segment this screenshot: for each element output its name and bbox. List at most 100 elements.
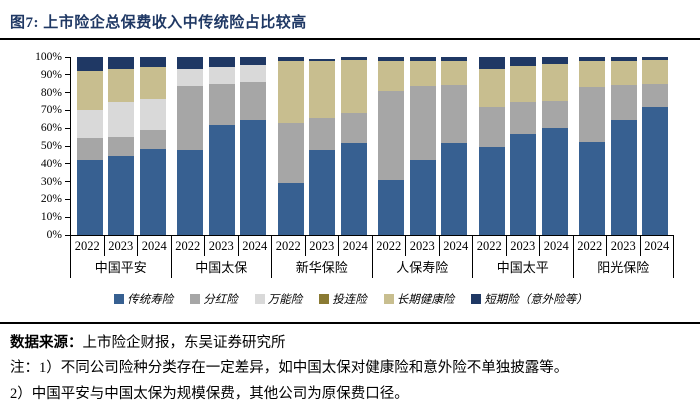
- note-2: 2）中国平安与中国太保为规模保费，其他公司为原保费口径。: [10, 385, 409, 402]
- bar-segment-short-term: [510, 57, 537, 66]
- stacked-bar: [108, 57, 135, 235]
- stacked-bar: [139, 57, 166, 235]
- y-axis-tick: [65, 216, 71, 218]
- x-axis-group: 2022 2023 2024 人保寿险: [371, 236, 473, 278]
- legend-label-traditional-life: 传统寿险: [127, 294, 174, 306]
- stacked-bar: [510, 57, 537, 235]
- x-axis-year-label: 2024: [443, 239, 469, 253]
- figure-title: 图7: 上市险企总保费收入中传统险占比较高: [10, 15, 307, 31]
- bar-segment-universal: [240, 65, 267, 82]
- bar-segment-long-term-health: [579, 61, 606, 88]
- y-axis-label: 70%: [40, 104, 62, 117]
- legend-label-participating: 分红险: [203, 294, 238, 306]
- legend-label-long-term-health: 长期健康险: [396, 294, 455, 306]
- bar-group: [71, 57, 172, 235]
- legend-item-universal: 万能险: [254, 291, 303, 307]
- bar-segment-traditional-life: [108, 155, 135, 235]
- bar-segment-traditional-life: [510, 133, 537, 235]
- stacked-bar: [277, 57, 304, 235]
- x-axis-year-label: 2023: [105, 236, 138, 256]
- stacked-bar: [378, 57, 405, 235]
- bar-segment-short-term: [409, 57, 436, 61]
- figure-header: 图7: 上市险企总保费收入中传统险占比较高: [0, 0, 700, 38]
- chart-legend: 传统寿险 分红险 万能险 投连险 长期健康险 短期险（意外险等）: [28, 291, 674, 307]
- stacked-bar-chart: 100% 90% 80% 70% 60% 50% 40% 30% 20% 10% 0% 2022 20…: [28, 51, 674, 307]
- stacked-bar: [309, 57, 336, 235]
- legend-label-universal: 万能险: [267, 294, 303, 306]
- legend-swatch-participating: [190, 294, 201, 304]
- legend-label-unit-linked: 投连险: [332, 294, 367, 306]
- bar-segment-short-term: [76, 57, 103, 72]
- y-axis-tick: [65, 163, 71, 165]
- bar-segment-participating: [541, 100, 568, 129]
- stacked-bar: [409, 57, 436, 235]
- bar-segment-long-term-health: [510, 65, 537, 103]
- bar-segment-participating: [240, 81, 267, 121]
- bar-segment-short-term: [108, 57, 135, 69]
- bar-segment-short-term: [139, 57, 166, 67]
- bar-segment-universal: [208, 66, 235, 84]
- bar-segment-traditional-life: [478, 146, 505, 235]
- bar-group: [172, 57, 273, 235]
- stacked-bar: [642, 57, 669, 235]
- bar-segment-traditional-life: [139, 148, 166, 235]
- legend-item-long-term-health: 长期健康险: [383, 291, 455, 307]
- bar-segment-universal: [139, 98, 166, 130]
- y-axis-label: 10%: [40, 211, 62, 224]
- bar-segment-traditional-life: [208, 124, 235, 235]
- x-axis: 2022 2023 2024 中国平安 2022 2023 2024 中国太保 2022 2023…: [70, 236, 674, 278]
- bar-segment-long-term-health: [139, 66, 166, 99]
- x-axis-year-label: 2022: [574, 236, 607, 256]
- x-axis-year-label: 2024: [543, 239, 569, 253]
- y-axis-label: 80%: [40, 86, 62, 99]
- x-axis-year-label: 2023: [306, 236, 339, 256]
- bar-segment-participating: [108, 137, 135, 156]
- source-label: 数据来源：: [10, 335, 83, 351]
- bar-segment-traditional-life: [277, 183, 304, 235]
- x-axis-group: 2022 2023 2024 阳光保险: [572, 236, 674, 278]
- y-axis-tick: [65, 234, 71, 236]
- bar-segment-long-term-health: [309, 61, 336, 119]
- bar-segment-long-term-health: [340, 59, 367, 114]
- bar-segment-long-term-health: [409, 60, 436, 87]
- y-axis-tick: [65, 181, 71, 183]
- x-axis-company-label: 中国太保: [195, 260, 248, 275]
- bar-segment-short-term: [610, 57, 637, 61]
- bar-segment-participating: [510, 102, 537, 134]
- y-axis-label: 20%: [40, 193, 62, 206]
- x-axis-year-label: 2023: [507, 236, 540, 256]
- x-axis-company-label: 中国平安: [94, 260, 147, 275]
- stacked-bar: [340, 57, 367, 235]
- bar-segment-participating: [378, 90, 405, 180]
- legend-item-unit-linked: 投连险: [319, 291, 367, 307]
- bar-segment-participating: [610, 84, 637, 121]
- legend-swatch-unit-linked: [319, 294, 330, 304]
- plot-area: [65, 56, 674, 236]
- bar-segment-short-term: [340, 57, 367, 60]
- bar-segment-long-term-health: [541, 64, 568, 101]
- x-axis-group: 2022 2023 2024 中国平安: [70, 236, 171, 278]
- y-axis-label: 50%: [40, 140, 62, 152]
- x-axis-company-label: 新华保险: [295, 260, 348, 275]
- x-axis-year-label: 2022: [373, 236, 406, 256]
- legend-item-traditional-life: 传统寿险: [114, 291, 173, 307]
- bar-segment-long-term-health: [478, 68, 505, 107]
- bar-segment-traditional-life: [340, 143, 367, 235]
- bar-segment-traditional-life: [642, 106, 669, 235]
- bar-segment-short-term: [478, 57, 505, 69]
- stacked-bar: [541, 57, 568, 235]
- bar-segment-short-term: [642, 57, 669, 60]
- bar-segment-traditional-life: [610, 120, 637, 235]
- bar-segment-short-term: [441, 57, 468, 61]
- bar-segment-short-term: [579, 57, 606, 62]
- bar-segment-traditional-life: [177, 150, 204, 235]
- x-axis-year-label: 2023: [406, 236, 440, 256]
- x-axis-year-label: 2024: [242, 239, 268, 253]
- stacked-bar: [240, 57, 267, 235]
- bar-segment-short-term: [541, 57, 568, 65]
- bars-container: [71, 57, 674, 235]
- divider-bottom: [0, 322, 700, 324]
- bar-segment-short-term: [277, 57, 304, 61]
- bar-segment-short-term: [240, 57, 267, 66]
- legend-swatch-universal: [254, 294, 265, 304]
